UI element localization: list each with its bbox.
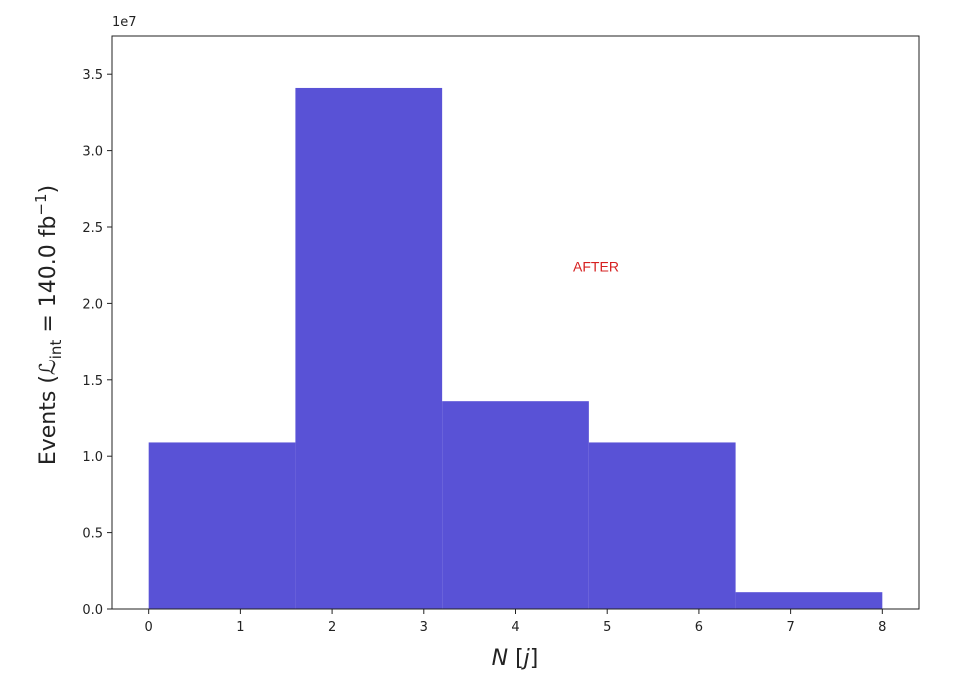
x-axis-label: N [j] bbox=[492, 646, 539, 671]
y-axis-label: Events (ℒint = 140.0 fb−1) bbox=[32, 185, 65, 465]
y-tick-label: 3.0 bbox=[82, 145, 103, 160]
x-tick-label: 3 bbox=[420, 620, 428, 635]
y-tick-label: 1.0 bbox=[82, 450, 103, 465]
x-label-part: ] bbox=[530, 646, 539, 671]
bar bbox=[735, 592, 883, 609]
bar bbox=[295, 87, 443, 609]
bar bbox=[148, 442, 296, 609]
x-tick-label: 7 bbox=[786, 620, 794, 635]
x-tick-label: 5 bbox=[603, 620, 611, 635]
y-tick-label: 0.0 bbox=[82, 603, 103, 618]
x-tick-label: 2 bbox=[328, 620, 336, 635]
y-tick-label: 0.5 bbox=[82, 527, 103, 542]
y-offset-label: 1e7 bbox=[112, 15, 137, 30]
bar bbox=[588, 442, 736, 609]
y-tick-label: 1.5 bbox=[82, 374, 103, 389]
y-label-part: −1 bbox=[32, 193, 50, 215]
x-tick-label: 0 bbox=[145, 620, 153, 635]
y-label-part: = 140.0 fb bbox=[36, 216, 61, 340]
y-tick-label: 3.5 bbox=[82, 68, 103, 83]
y-label-part: Events (ℒ bbox=[36, 359, 61, 465]
x-tick-label: 8 bbox=[878, 620, 886, 635]
y-label-part: ) bbox=[36, 185, 61, 194]
x-tick-label: 1 bbox=[236, 620, 244, 635]
x-label-part: j bbox=[521, 646, 531, 671]
y-tick-label: 2.5 bbox=[82, 221, 103, 236]
annotation: AFTER bbox=[573, 259, 619, 275]
y-tick-label: 2.0 bbox=[82, 297, 103, 312]
x-label-part: [ bbox=[508, 646, 524, 671]
x-tick-label: 4 bbox=[511, 620, 519, 635]
bar bbox=[442, 401, 589, 609]
x-label-part: N bbox=[492, 646, 508, 671]
y-label-part: int bbox=[47, 340, 65, 360]
x-tick-label: 6 bbox=[695, 620, 703, 635]
